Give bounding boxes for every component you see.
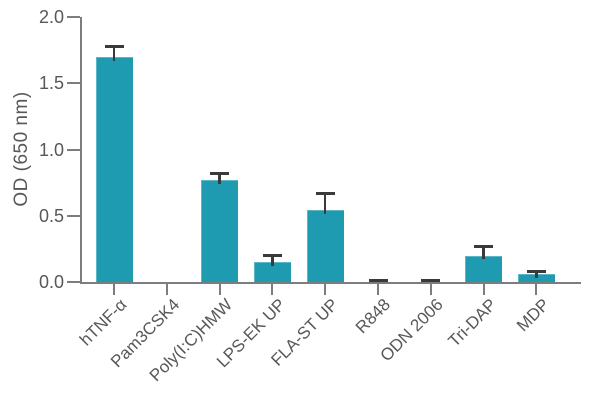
y-axis-line: [80, 17, 82, 284]
x-tick-mark: [271, 284, 274, 295]
error-bar-cap: [526, 269, 546, 273]
error-bar-cap: [368, 279, 388, 283]
bar-FLA-ST UP: [306, 210, 344, 282]
y-tick-mark: [67, 16, 80, 18]
y-tick-label: 1.0: [38, 139, 64, 160]
error-bar-cap: [474, 244, 494, 248]
x-tick-mark: [113, 284, 115, 295]
error-bar-line: [218, 173, 221, 184]
x-tick-mark: [482, 284, 485, 295]
error-bar-cap: [315, 191, 335, 195]
y-tick-label: 1.5: [38, 73, 64, 94]
error-bar-line: [323, 193, 327, 215]
error-bar-line: [271, 255, 274, 267]
y-tick-mark: [67, 281, 80, 283]
x-tick-mark: [218, 284, 221, 295]
x-tick-mark: [535, 284, 538, 295]
y-tick-label: 0.5: [38, 205, 64, 226]
error-bar-line: [482, 246, 485, 260]
y-tick-mark: [67, 82, 80, 85]
bar-Tri-DAP: [465, 255, 503, 282]
error-bar-line: [112, 46, 116, 61]
y-tick-mark: [67, 214, 80, 217]
x-tick-mark: [324, 284, 327, 295]
category-label-6: R848: [352, 295, 395, 338]
category-label-9: MDP: [512, 295, 553, 336]
error-bar-cap: [210, 171, 230, 175]
x-axis-line: [80, 282, 581, 284]
error-bar-cap: [104, 44, 124, 48]
x-tick-mark: [165, 284, 168, 295]
y-tick-mark: [67, 148, 80, 151]
bar-Poly(I:C)HMW: [201, 179, 239, 282]
error-bar-cap: [262, 254, 282, 257]
y-tick-label: 2.0: [38, 7, 64, 27]
bar-hTNF-α: [95, 56, 133, 282]
y-tick-label: 0.0: [38, 272, 64, 292]
x-tick-mark: [377, 284, 379, 295]
error-bar-cap: [421, 279, 441, 283]
x-tick-mark: [429, 284, 432, 295]
bar-LPS-EK UP: [253, 262, 291, 282]
error-bar-line: [535, 271, 538, 279]
category-label-8: Tri-DAP: [444, 295, 501, 351]
